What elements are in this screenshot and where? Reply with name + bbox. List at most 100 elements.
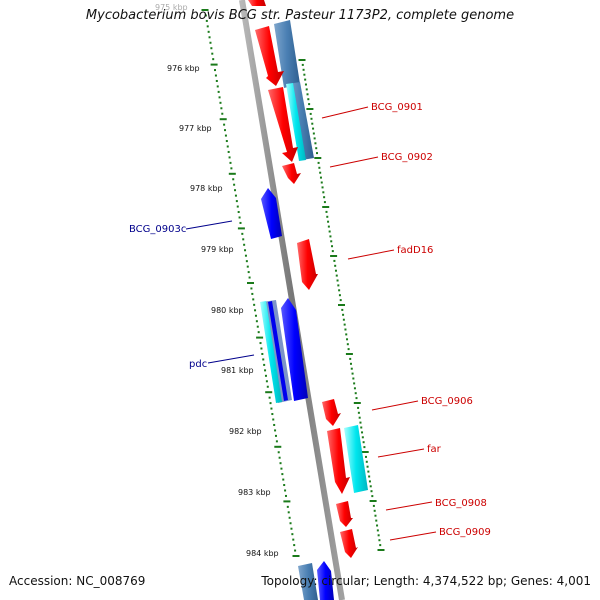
minor-tick [326, 215, 329, 218]
gene-arrow[interactable] [268, 87, 298, 162]
minor-tick [280, 467, 283, 470]
minor-tick [366, 465, 369, 468]
minor-tick [312, 132, 315, 135]
minor-tick [312, 127, 315, 130]
minor-tick [269, 402, 272, 405]
minor-tick [215, 79, 218, 82]
minor-tick [286, 505, 289, 508]
minor-tick [345, 333, 348, 336]
minor-tick [369, 485, 372, 488]
gene-label-bcg0909[interactable]: BCG_0909 [439, 527, 491, 538]
gene-label-bcg0906[interactable]: BCG_0906 [421, 396, 473, 407]
minor-tick [262, 358, 265, 361]
minor-tick [244, 249, 247, 252]
minor-tick [236, 205, 239, 208]
major-tick [369, 500, 377, 502]
minor-tick [359, 421, 362, 424]
tick-track-left [201, 9, 300, 557]
major-tick [228, 172, 236, 175]
minor-tick [265, 380, 268, 383]
major-tick [265, 391, 273, 394]
gene-region-steel[interactable] [274, 20, 300, 88]
gene-arrow[interactable] [336, 501, 353, 527]
minor-tick [290, 527, 293, 530]
gene-arrow[interactable] [327, 428, 350, 494]
major-tick [361, 451, 369, 453]
gene-label-far[interactable]: far [427, 444, 442, 455]
gene-label-fadd16[interactable]: fadD16 [397, 245, 433, 256]
minor-tick [225, 140, 228, 143]
gene-region-cyan[interactable] [344, 425, 368, 493]
minor-tick [284, 489, 287, 492]
minor-tick [256, 325, 259, 328]
gene-arrow[interactable] [340, 529, 358, 558]
minor-tick [259, 342, 262, 345]
minor-tick [310, 117, 313, 120]
minor-tick [361, 436, 364, 439]
minor-tick [227, 150, 230, 153]
gene-label-bcg0903c[interactable]: BCG_0903c [129, 224, 186, 235]
minor-tick [294, 549, 297, 552]
minor-tick [243, 243, 246, 246]
minor-tick [244, 254, 247, 257]
minor-tick [327, 220, 330, 223]
minor-tick [315, 147, 318, 150]
gene-label-bcg0902[interactable]: BCG_0902 [381, 152, 433, 163]
minor-tick [360, 426, 363, 429]
minor-tick [237, 211, 240, 214]
genome-backbone [239, 0, 345, 600]
gene-label-pdc[interactable]: pdc [189, 359, 207, 370]
minor-tick [335, 274, 338, 277]
kbp-label: 982 kbp [229, 427, 262, 436]
minor-tick [338, 294, 341, 297]
gene-features [248, 0, 368, 600]
minor-tick [247, 271, 250, 274]
gene-arrow[interactable] [282, 163, 301, 184]
gene-region-cyan[interactable] [286, 83, 306, 161]
minor-tick [321, 186, 324, 189]
gene-arrow[interactable] [297, 239, 318, 290]
gene-arrow[interactable] [281, 298, 308, 401]
gene-arrow[interactable] [261, 188, 282, 239]
gene-arrow[interactable] [268, 301, 288, 401]
minor-tick [254, 314, 257, 317]
minor-tick [268, 396, 271, 399]
gene-arrow[interactable] [248, 0, 266, 6]
minor-tick [358, 416, 361, 419]
minor-tick [305, 88, 308, 91]
major-tick [345, 353, 353, 355]
minor-tick [338, 289, 341, 292]
major-tick [210, 63, 218, 66]
gene-arrow[interactable] [317, 561, 334, 600]
minor-tick [371, 495, 374, 498]
gene-region-steel[interactable] [298, 563, 318, 600]
major-tick [247, 282, 254, 284]
kbp-label: 984 kbp [246, 549, 279, 558]
minor-tick [339, 299, 342, 302]
major-tick [201, 9, 209, 11]
minor-tick [214, 69, 217, 72]
minor-tick [245, 260, 248, 263]
major-tick [330, 255, 338, 257]
gene-region-cyan[interactable] [260, 301, 282, 403]
minor-tick [364, 455, 367, 458]
minor-tick [289, 522, 292, 525]
minor-tick [342, 313, 345, 316]
minor-tick [346, 343, 349, 346]
minor-tick [346, 338, 349, 341]
minor-tick [284, 494, 287, 497]
minor-tick [341, 308, 344, 311]
minor-tick [379, 544, 382, 547]
minor-tick [319, 176, 322, 179]
minor-tick [327, 225, 330, 228]
gene-arrow[interactable] [322, 399, 341, 426]
gene-label-bcg0908[interactable]: BCG_0908 [435, 498, 487, 509]
gene-label-bcg0901[interactable]: BCG_0901 [371, 102, 423, 113]
genome-title: Mycobacterium bovis BCG str. Pasteur 117… [85, 8, 515, 23]
minor-tick [216, 85, 219, 88]
minor-tick [266, 385, 269, 388]
minor-tick [357, 411, 360, 414]
minor-tick [270, 407, 273, 410]
minor-tick [208, 36, 211, 39]
gene-arrow[interactable] [255, 26, 284, 86]
